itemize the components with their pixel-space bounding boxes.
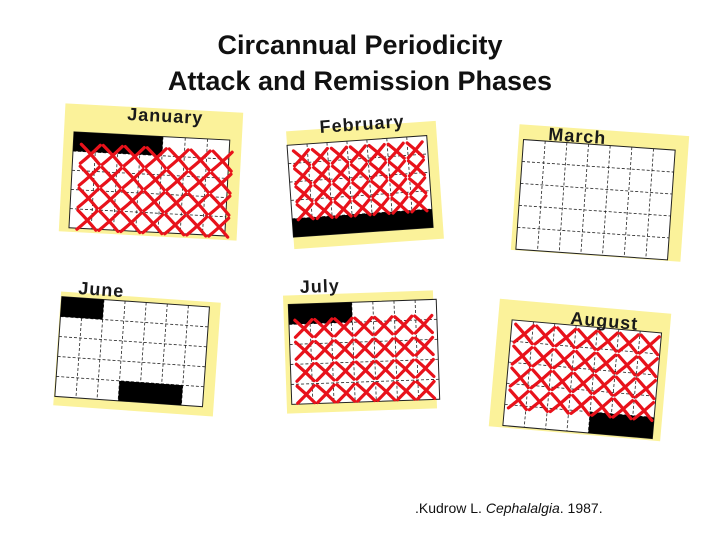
- month-label-january: January: [127, 104, 204, 128]
- attack-marks-august: [506, 322, 661, 423]
- out-of-month-block-february-0: [292, 208, 434, 238]
- calendar-card-june: [53, 291, 221, 417]
- title-line-1: Circannual Periodicity: [217, 30, 503, 60]
- calendar-card-february: [286, 120, 444, 250]
- calendar-grid-march: [515, 139, 676, 261]
- citation-suffix: . 1987.: [559, 500, 603, 516]
- out-of-month-block-june-1: [118, 380, 183, 406]
- citation-prefix: .Kudrow L.: [415, 500, 486, 516]
- calendar-card-january: [58, 103, 244, 241]
- attack-marks-january: [75, 142, 234, 239]
- citation: .Kudrow L. Cephalalgia. 1987.: [415, 500, 603, 516]
- out-of-month-block-june-0: [60, 296, 105, 320]
- out-of-month-block-august-0: [588, 411, 655, 439]
- citation-journal: Cephalalgia: [485, 500, 560, 516]
- month-label-july: July: [299, 276, 340, 297]
- month-label-march: March: [548, 124, 607, 148]
- calendar-card-august: [488, 298, 672, 442]
- attack-marks-february: [291, 140, 429, 222]
- title-line-2: Attack and Remission Phases: [167, 66, 553, 96]
- calendar-card-march: [510, 124, 690, 262]
- calendar-card-july: [282, 290, 441, 414]
- month-label-june: June: [78, 278, 125, 301]
- attack-marks-july: [293, 313, 437, 405]
